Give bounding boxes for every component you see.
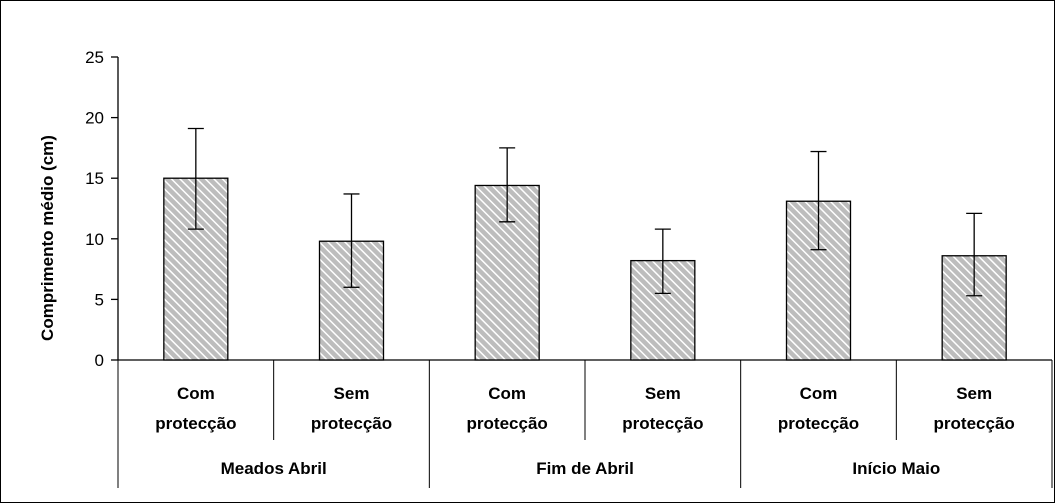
y-tick-label: 10	[85, 230, 104, 249]
group-label: Fim de Abril	[536, 459, 634, 478]
category-label-line1: Com	[800, 384, 838, 403]
category-label-line2: protecção	[778, 414, 859, 433]
category-label-line2: protecção	[622, 414, 703, 433]
category-label-line1: Sem	[334, 384, 370, 403]
y-tick-label: 5	[95, 290, 104, 309]
y-tick-label: 25	[85, 48, 104, 67]
category-label-line2: protecção	[155, 414, 236, 433]
y-tick-label: 20	[85, 109, 104, 128]
group-label: Meados Abril	[221, 459, 327, 478]
category-label-line1: Sem	[956, 384, 992, 403]
y-axis-title: Comprimento médio (cm)	[38, 135, 57, 341]
group-label: Início Maio	[852, 459, 940, 478]
category-label-line1: Com	[488, 384, 526, 403]
y-tick-label: 0	[95, 351, 104, 370]
category-label-line1: Com	[177, 384, 215, 403]
category-label-line2: protecção	[467, 414, 548, 433]
category-label-line2: protecção	[311, 414, 392, 433]
y-tick-label: 15	[85, 169, 104, 188]
category-label-line1: Sem	[645, 384, 681, 403]
category-label-line2: protecção	[934, 414, 1015, 433]
plot-area: 0 5 10 15 20 25 Com protecção Sem protecção Meados…	[85, 48, 1053, 488]
